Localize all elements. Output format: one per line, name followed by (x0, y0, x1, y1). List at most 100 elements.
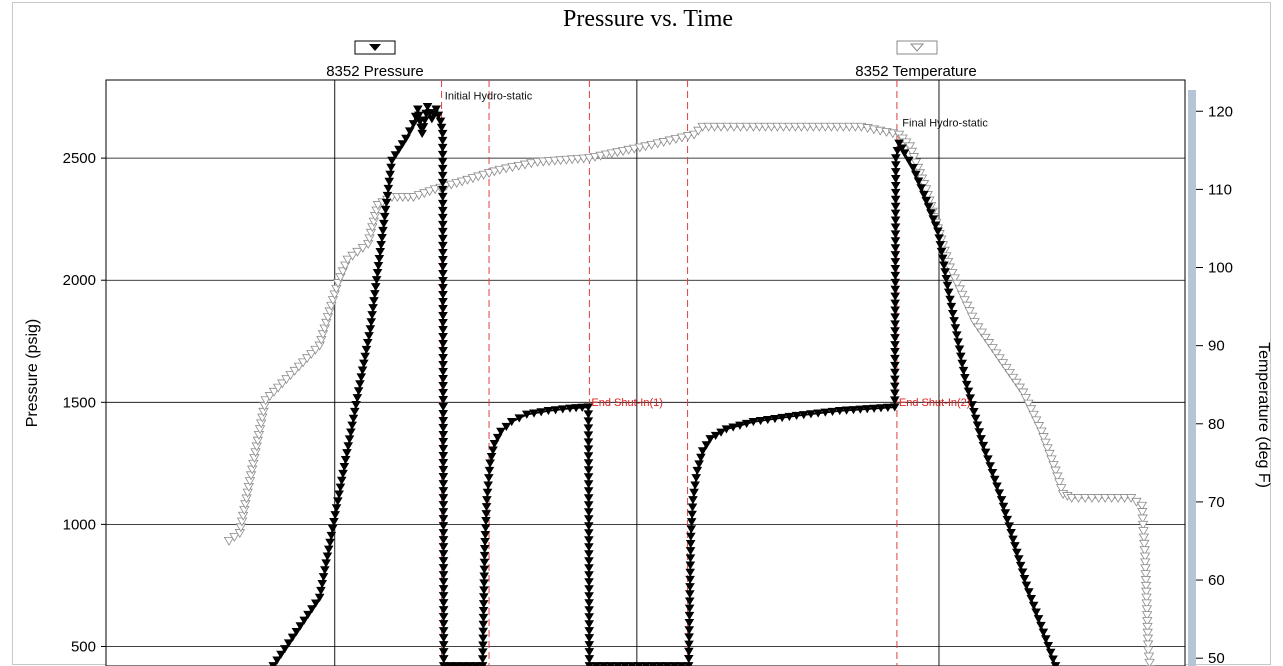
pressure-point-32 (340, 456, 351, 465)
pressure-point-107 (437, 185, 448, 195)
pressure-point-262 (584, 641, 595, 650)
temperature-point-252 (1141, 611, 1153, 621)
temperature-point-202 (1014, 383, 1025, 393)
pressure-point-291 (685, 575, 695, 585)
pressure-point-378 (899, 149, 910, 158)
pressure-point-111 (438, 213, 448, 223)
pressure-point-189 (478, 607, 489, 616)
pressure-point-271 (627, 662, 637, 666)
pressure-point-211 (486, 452, 497, 462)
temperature-point-27 (268, 387, 280, 397)
pressure-point-280 (683, 654, 694, 664)
pressure-point-122 (438, 290, 448, 300)
temperature-point-44 (324, 307, 335, 317)
pressure-point-281 (684, 647, 694, 656)
pressure-point-88 (418, 123, 429, 132)
pressure-point-132 (438, 360, 448, 370)
pressure-point-38 (348, 414, 359, 423)
temperature-point-55 (352, 247, 363, 257)
pressure-point-58 (371, 276, 382, 285)
pressure-point-276 (662, 662, 673, 666)
pressure-point-426 (989, 475, 1000, 484)
pressure-point-370 (890, 181, 901, 191)
pressure-point-415 (967, 401, 977, 410)
temperature-point-119 (682, 132, 694, 141)
pressure-point-219 (522, 410, 532, 419)
pressure-point-187 (478, 620, 489, 629)
temperature-point-115 (658, 138, 669, 147)
pressure-point-20 (325, 538, 335, 547)
pressure-point-210 (485, 459, 495, 468)
pressure-point-286 (684, 611, 695, 620)
pressure-point-135 (438, 382, 448, 391)
pressure-point-56 (370, 290, 380, 299)
pressure-point-383 (916, 184, 926, 193)
pressure-point-326 (806, 410, 816, 419)
pressure-point-33 (342, 449, 352, 458)
pressure-point-327 (813, 409, 823, 418)
pressure-point-64 (377, 233, 387, 243)
pressure-point-65 (378, 226, 388, 236)
pressure-point-289 (685, 590, 695, 599)
temperature-point-64 (372, 201, 384, 210)
pressure-point-438 (1013, 555, 1024, 564)
pressure-point-257 (584, 606, 594, 615)
pressure-point-441 (1019, 575, 1030, 584)
temperature-point-36 (306, 350, 317, 359)
pressure-point-46 (359, 359, 369, 368)
pressure-point-285 (684, 619, 695, 628)
temperature-point-73 (419, 189, 430, 199)
pressure-point-337 (883, 403, 893, 412)
temperature-point-39 (316, 335, 327, 345)
pressure-point-266 (591, 662, 602, 666)
pressure-point-98 (436, 123, 447, 132)
pressure-point-231 (583, 424, 594, 433)
pressure-point-417 (970, 414, 981, 423)
temperature-point-210 (1036, 427, 1047, 437)
pressure-point-225 (565, 404, 575, 413)
pressure-point-399 (943, 288, 954, 297)
vertical-gridlines (334, 80, 940, 666)
pressure-point-209 (484, 466, 495, 475)
pressure-point-169 (438, 620, 449, 629)
temperature-point-158 (906, 147, 918, 157)
pressure-point-200 (480, 531, 491, 540)
pressure-point-386 (923, 203, 934, 212)
pressure-point-434 (1006, 528, 1016, 538)
pressure-point-91 (422, 103, 433, 112)
pressure-point-431 (1000, 509, 1011, 518)
pressure-point-371 (890, 175, 901, 184)
pressure-point-367 (890, 202, 901, 211)
temperature-axis-bar (1188, 90, 1196, 666)
temperature-point-243 (1140, 558, 1151, 568)
pressure-point-360 (890, 251, 901, 260)
pressure-point-321 (770, 414, 780, 424)
temperature-point-106 (606, 149, 618, 159)
pressure-point-391 (934, 234, 944, 243)
temperature-point-203 (1017, 388, 1029, 398)
pressure-point-43 (355, 380, 365, 389)
pressure-point-157 (438, 536, 449, 545)
pressure-point-453 (1048, 655, 1058, 664)
temperature-point-196 (994, 354, 1005, 364)
pressure-point-99 (437, 129, 448, 139)
pressure-point-358 (890, 264, 901, 274)
pressure-point-288 (684, 597, 695, 606)
temperature-point-219 (1054, 478, 1065, 488)
pressure-point-145 (438, 452, 449, 461)
pressure-point-80 (404, 127, 415, 136)
pressure-point-186 (478, 627, 489, 636)
temperature-point-179 (944, 263, 955, 273)
pressure-point-412 (961, 380, 972, 389)
pressure-point-57 (370, 283, 381, 292)
pressure-point-446 (1031, 608, 1041, 617)
legend-temperature-label: 8352 Temperature (855, 63, 976, 80)
pressure-point-35 (344, 435, 355, 444)
pressure-point-244 (583, 515, 594, 524)
legend: 8352 Pressure 8352 Temperature (326, 40, 977, 80)
pressure-point-34 (343, 442, 354, 451)
pressure-point-217 (506, 417, 517, 427)
pressure-point-287 (684, 604, 695, 613)
pressure-point-9 (303, 610, 313, 620)
temperature-point-244 (1140, 564, 1151, 574)
